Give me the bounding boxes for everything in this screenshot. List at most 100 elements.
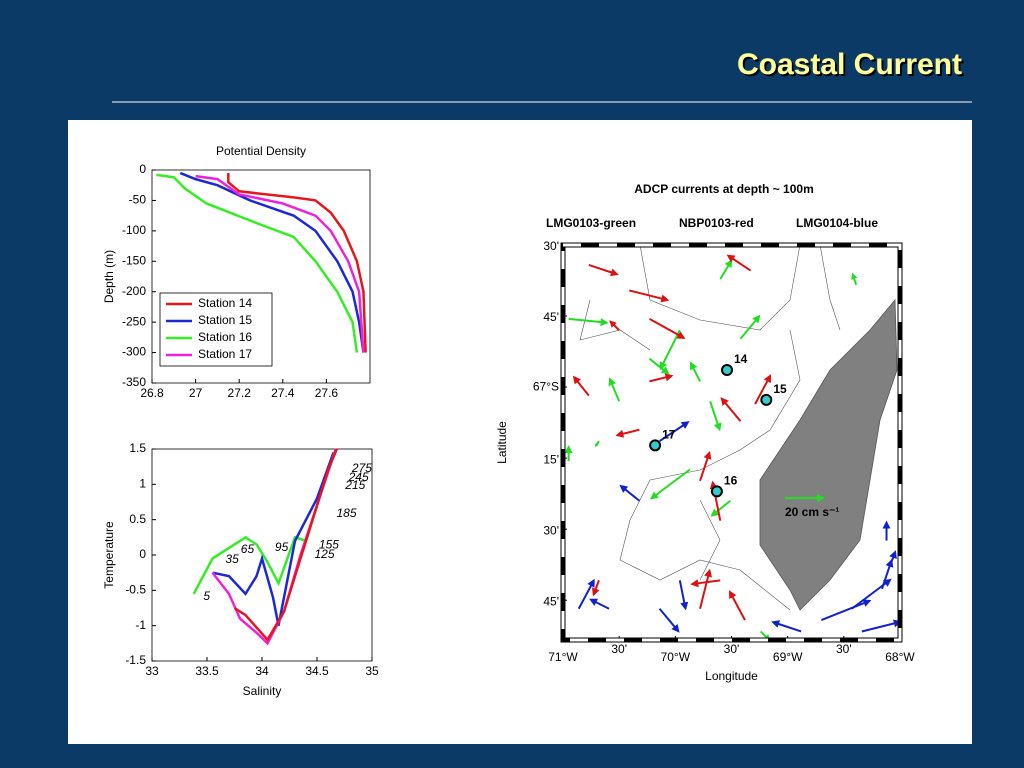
current-vector: [726, 254, 752, 272]
y-tick-label: 45': [543, 310, 559, 324]
current-vector: [771, 620, 802, 633]
y-tick-label: -1.5: [125, 653, 146, 667]
current-vector: [720, 397, 742, 422]
current-vector: [699, 450, 712, 482]
current-vector: [728, 590, 746, 621]
depth-label: 125: [315, 547, 335, 561]
current-vector: [739, 314, 761, 340]
current-vector: [690, 361, 701, 382]
series-line: [195, 174, 365, 353]
y-tick-label: 45': [543, 594, 559, 608]
depth-label: 155: [319, 537, 339, 551]
current-vector: [592, 579, 600, 597]
current-vector: [820, 599, 872, 622]
y-axis-label: Temperature: [102, 521, 116, 589]
x-tick-label: 35: [365, 664, 379, 678]
x-tick-label: 26.8: [140, 386, 164, 400]
legend-label: Station 16: [198, 330, 252, 344]
station-marker: [760, 393, 773, 406]
current-vector: [629, 289, 670, 303]
y-tick-label: 30': [543, 523, 559, 537]
y-tick-label: -350: [122, 375, 146, 389]
current-vector: [615, 428, 640, 438]
scale-label: 20 cm s⁻¹: [785, 505, 839, 519]
x-tick-label: 30': [836, 642, 852, 656]
current-vector: [589, 598, 610, 610]
current-vector: [572, 375, 590, 397]
x-tick-label: 34: [255, 664, 269, 678]
current-vector: [851, 272, 858, 286]
coastline: [579, 244, 841, 611]
y-axis-label: Latitude: [495, 421, 509, 464]
y-tick-label: 0: [139, 162, 146, 176]
depth-label: 35: [225, 552, 239, 566]
series-line: [227, 173, 367, 353]
depth-label: 245: [348, 470, 369, 484]
station-marker: [721, 364, 734, 377]
x-axis-label: Salinity: [243, 684, 282, 698]
x-tick-label: 33: [145, 664, 159, 678]
y-tick-label: -250: [122, 314, 146, 328]
depth-label: 5: [203, 589, 210, 603]
y-tick-label: 0.5: [129, 512, 146, 526]
x-tick-label: 33.5: [195, 664, 219, 678]
y-tick-label: 67°S: [533, 379, 559, 393]
current-vector: [594, 440, 600, 448]
current-vector: [709, 400, 722, 432]
current-vector: [577, 578, 595, 610]
station-label: 17: [662, 428, 676, 442]
depth-label: 215: [344, 478, 365, 492]
land: [759, 298, 898, 611]
x-tick-label: 27.4: [271, 386, 295, 400]
series-line: [156, 173, 359, 353]
y-tick-label: 1.5: [129, 441, 146, 455]
station-marker: [710, 485, 723, 498]
station-label: 16: [724, 474, 738, 488]
y-tick-label: -150: [122, 253, 146, 267]
scale-arrow: [785, 494, 825, 502]
y-tick-label: -1: [135, 618, 146, 632]
legend-label: Station 17: [198, 347, 252, 361]
slide-title: Coastal Current: [737, 48, 962, 81]
x-tick-label: 71°W: [548, 650, 578, 664]
current-vector: [619, 484, 641, 502]
depth-label: 275: [351, 461, 372, 475]
station-marker: [649, 439, 662, 452]
x-tick-label: 30': [724, 642, 740, 656]
current-vector: [658, 608, 680, 633]
station-label: 15: [773, 382, 787, 396]
map-frame-dash: [561, 243, 902, 642]
series-line: [179, 171, 365, 353]
x-tick-label: 70°W: [661, 650, 691, 664]
current-vector: [564, 444, 573, 461]
x-tick-label: 27.6: [315, 386, 339, 400]
series-line: [212, 452, 335, 626]
y-tick-label: -300: [122, 345, 146, 359]
current-vector: [648, 357, 670, 375]
current-vector: [649, 318, 686, 339]
y-axis-label: Depth (m): [102, 250, 116, 303]
series-legend-label: LMG0103-green: [546, 216, 636, 230]
legend-label: Station 15: [198, 313, 252, 327]
current-vector: [754, 374, 772, 405]
y-tick-label: -50: [129, 193, 147, 207]
chart-title: ADCP currents at depth ~ 100m: [634, 182, 814, 196]
x-axis-label: Longitude: [705, 669, 758, 683]
legend-label: Station 14: [198, 296, 252, 310]
y-tick-label: 1: [139, 477, 146, 491]
current-vector: [659, 421, 690, 442]
current-vector: [678, 580, 689, 611]
current-vector: [719, 259, 733, 280]
x-tick-label: 27: [189, 386, 203, 400]
series-line: [233, 448, 338, 642]
x-tick-label: 27.2: [228, 386, 252, 400]
current-vector: [568, 317, 609, 327]
y-tick-label: -0.5: [125, 583, 146, 597]
current-vector: [609, 320, 620, 331]
current-vector: [608, 377, 621, 402]
depth-label: 65: [241, 542, 255, 556]
current-vector: [888, 550, 897, 567]
station-label: 14: [734, 352, 748, 366]
series-legend-label: LMG0104-blue: [796, 216, 878, 230]
y-tick-label: 0: [139, 547, 146, 561]
